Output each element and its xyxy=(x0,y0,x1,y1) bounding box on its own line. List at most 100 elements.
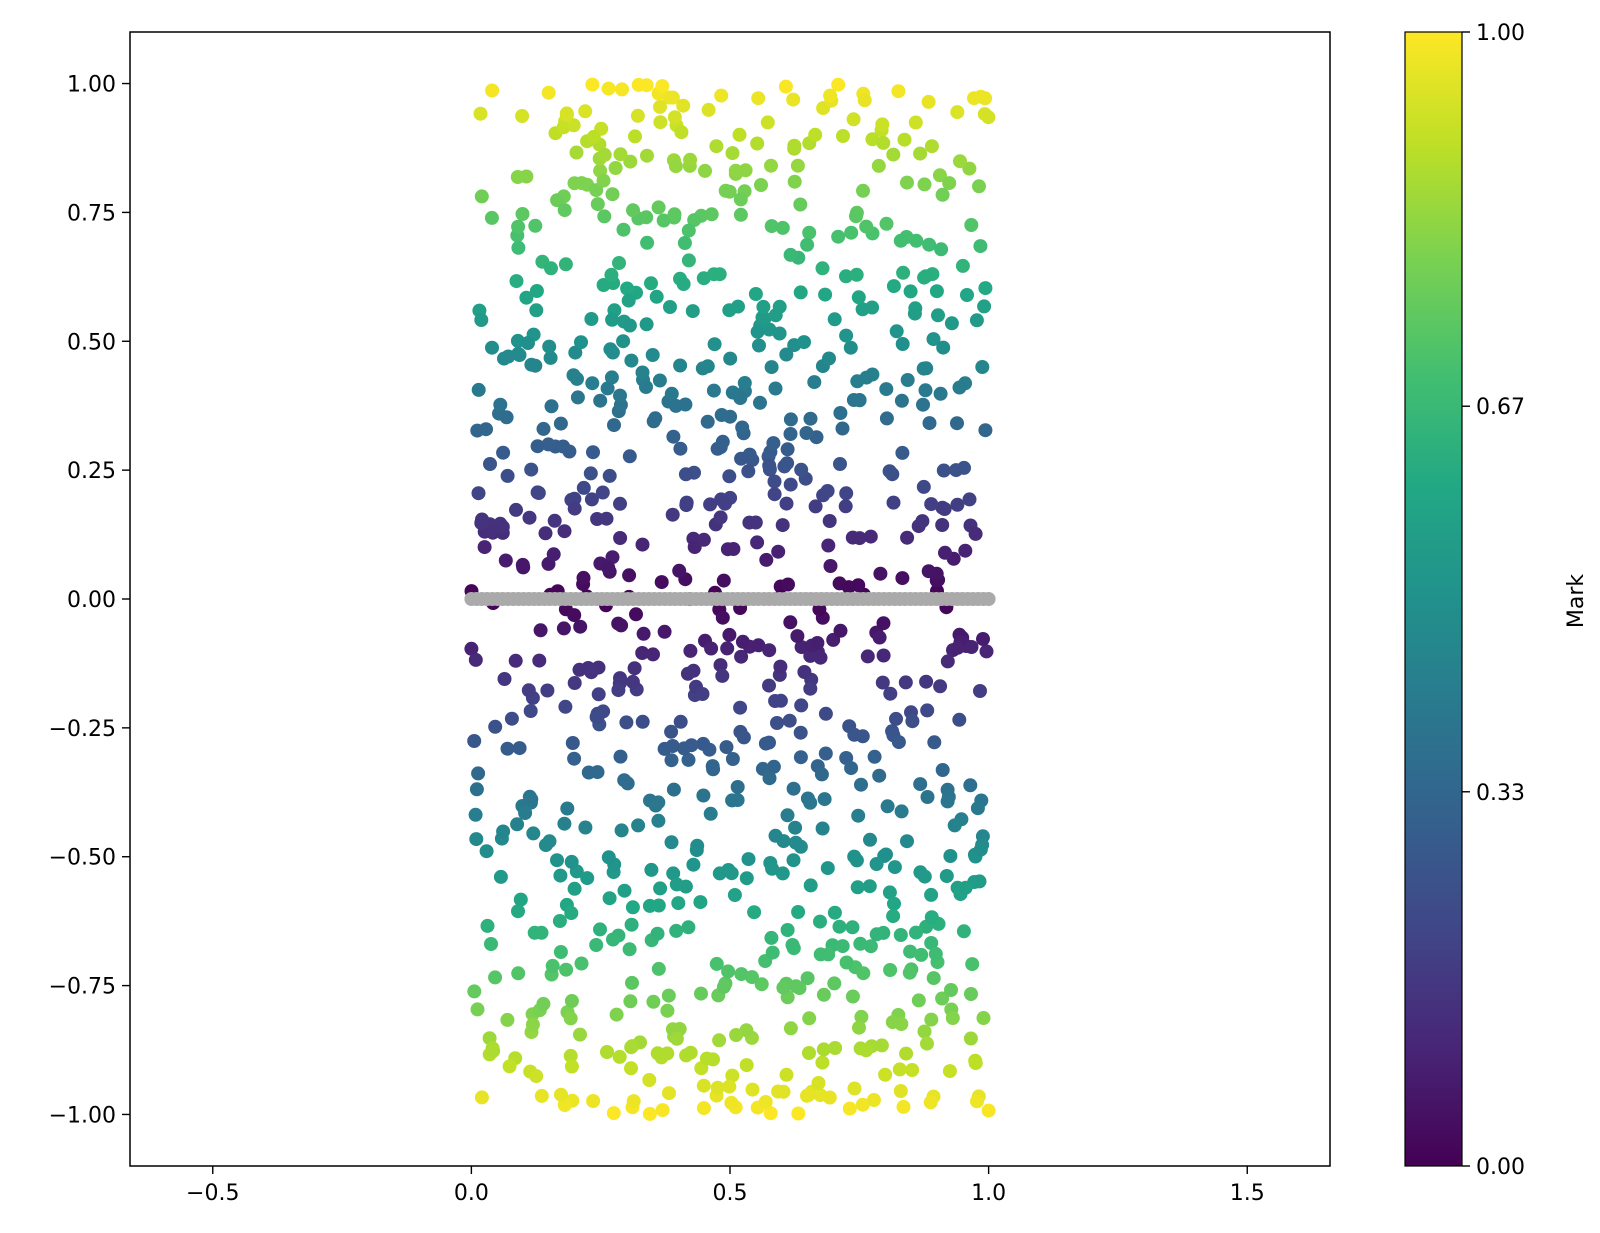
data-point xyxy=(584,665,599,680)
data-point xyxy=(757,311,772,326)
data-point xyxy=(612,1049,627,1064)
data-point xyxy=(816,987,831,1002)
data-point xyxy=(765,861,780,876)
data-point xyxy=(733,207,748,222)
data-point xyxy=(928,946,943,961)
data-point xyxy=(469,782,484,797)
data-point xyxy=(802,225,817,240)
data-point xyxy=(730,780,745,794)
data-point xyxy=(654,575,669,590)
data-point xyxy=(630,108,645,123)
data-point xyxy=(924,139,939,154)
data-point xyxy=(895,445,910,460)
data-point xyxy=(841,580,856,595)
data-point xyxy=(612,256,626,270)
data-point xyxy=(589,938,604,952)
data-point xyxy=(793,750,808,765)
data-point xyxy=(765,945,780,960)
data-point xyxy=(581,765,596,780)
data-point xyxy=(664,386,679,401)
data-point xyxy=(614,618,629,633)
data-point xyxy=(735,634,750,649)
data-point xyxy=(468,652,483,667)
data-point xyxy=(563,1048,578,1063)
data-point xyxy=(786,92,801,107)
data-point xyxy=(952,380,967,395)
data-point xyxy=(787,138,802,153)
data-point xyxy=(613,496,627,511)
x-axis: −0.5 0.0 0.5 1.0 1.5 xyxy=(186,1166,1265,1206)
data-point xyxy=(710,1080,725,1095)
data-point xyxy=(631,818,646,833)
data-point xyxy=(767,474,782,489)
data-point xyxy=(593,393,608,408)
data-point xyxy=(844,225,859,240)
data-point xyxy=(616,222,631,237)
data-point xyxy=(815,821,830,836)
data-point xyxy=(613,531,628,545)
data-point xyxy=(622,942,637,957)
data-point xyxy=(651,961,666,976)
data-point xyxy=(681,920,696,935)
data-point xyxy=(981,1103,996,1118)
data-point xyxy=(584,492,599,507)
data-point xyxy=(547,513,562,528)
data-point xyxy=(521,683,536,698)
data-point xyxy=(504,711,519,726)
data-point xyxy=(665,90,680,105)
data-point xyxy=(602,468,617,483)
data-point xyxy=(939,869,954,883)
data-point xyxy=(845,989,860,1004)
data-point xyxy=(683,643,698,658)
data-point xyxy=(655,1103,670,1118)
data-point xyxy=(543,350,558,365)
data-point xyxy=(553,868,568,883)
data-point xyxy=(629,607,643,622)
data-point xyxy=(916,479,931,494)
data-point xyxy=(656,213,671,228)
data-point xyxy=(891,84,906,99)
data-point xyxy=(509,502,523,517)
data-point xyxy=(719,740,734,755)
data-point xyxy=(666,782,681,797)
data-point xyxy=(788,835,803,850)
data-point xyxy=(973,842,988,857)
data-point xyxy=(552,914,567,928)
data-point xyxy=(713,658,728,673)
data-point xyxy=(624,353,639,368)
data-point xyxy=(576,480,591,495)
data-point xyxy=(920,790,935,804)
data-point xyxy=(917,177,932,192)
data-point xyxy=(515,109,530,123)
data-point xyxy=(776,1084,791,1099)
data-point xyxy=(567,881,582,896)
data-point xyxy=(652,373,667,388)
x-tick-label: −0.5 xyxy=(186,1181,239,1206)
data-point xyxy=(863,939,878,954)
data-point xyxy=(731,299,745,314)
data-point xyxy=(696,532,711,547)
data-point xyxy=(502,1059,517,1074)
data-point xyxy=(564,854,579,869)
data-point xyxy=(586,445,600,460)
data-point xyxy=(879,847,893,862)
data-point xyxy=(513,892,528,907)
data-point xyxy=(803,411,818,426)
data-point xyxy=(672,563,687,578)
data-point xyxy=(786,781,801,796)
data-point xyxy=(768,308,783,323)
data-point xyxy=(847,727,862,742)
data-point xyxy=(669,877,684,892)
data-point xyxy=(727,888,742,902)
data-point xyxy=(625,975,639,990)
data-point xyxy=(940,654,955,669)
data-point xyxy=(651,200,666,215)
data-point xyxy=(866,1093,881,1107)
data-point xyxy=(664,753,679,768)
data-point xyxy=(905,714,920,729)
data-point xyxy=(530,439,545,454)
data-point xyxy=(918,269,933,284)
data-point xyxy=(779,496,794,511)
data-point xyxy=(639,78,654,93)
data-point xyxy=(713,510,728,525)
